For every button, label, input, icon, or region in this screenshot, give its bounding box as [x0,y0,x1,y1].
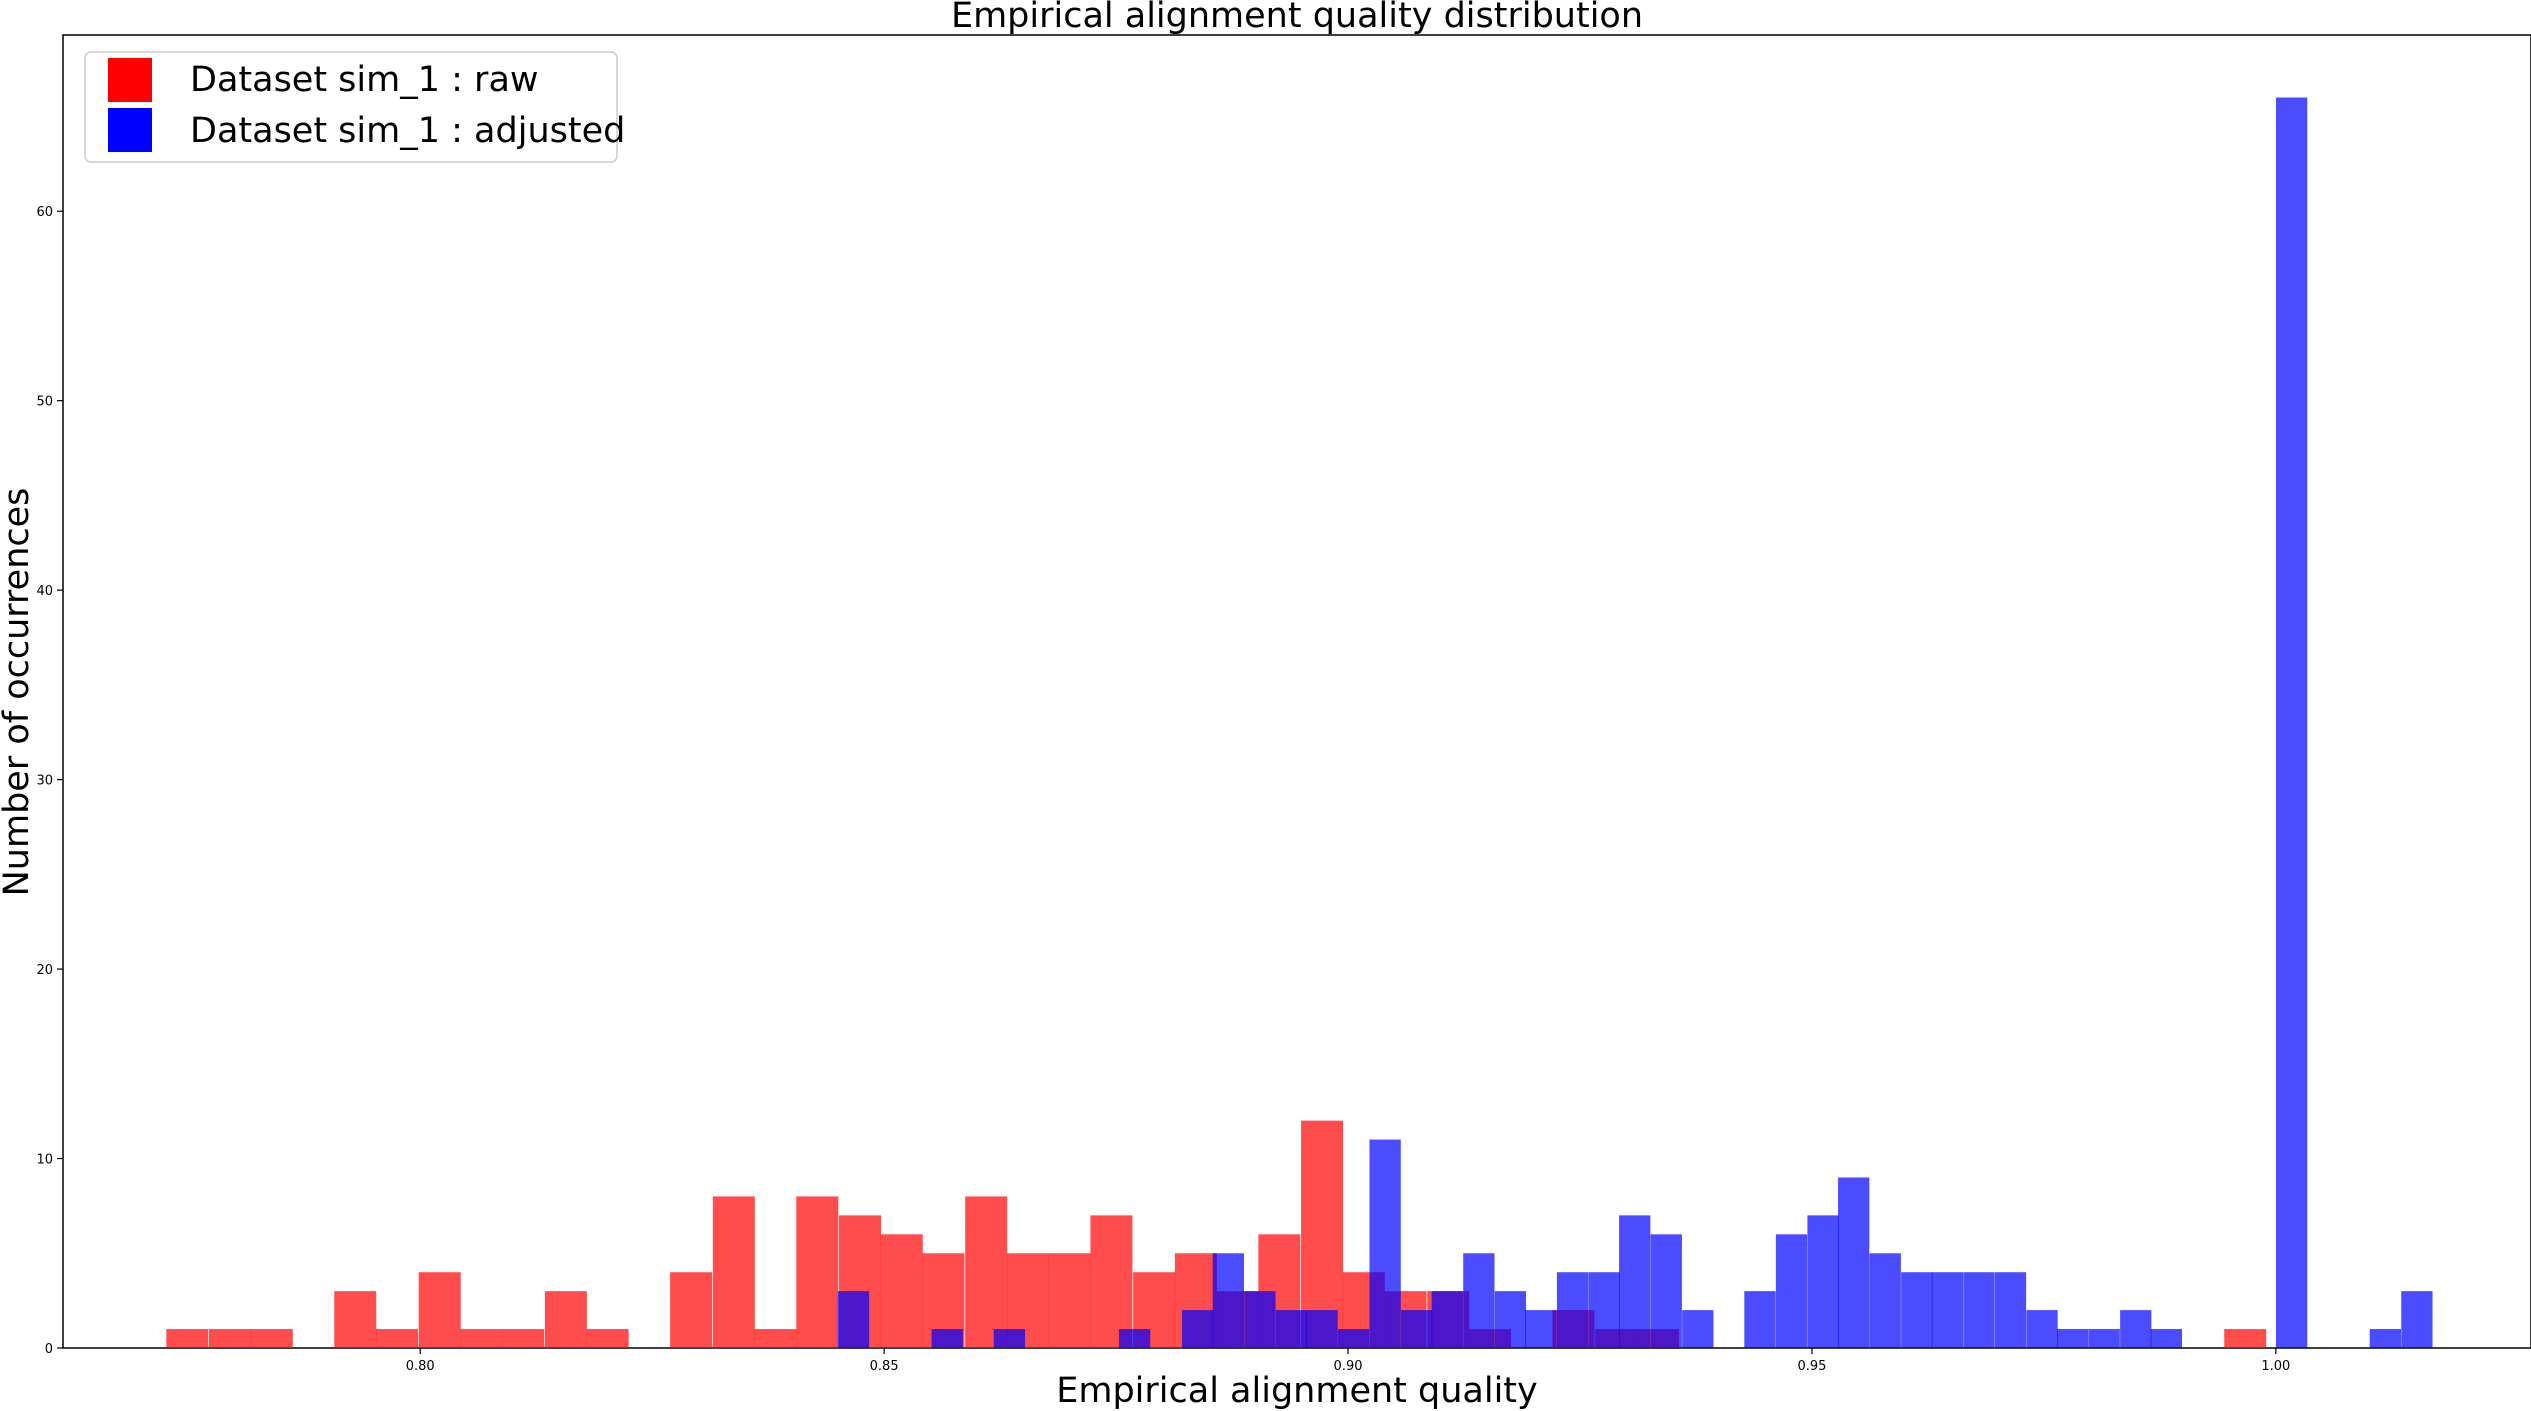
legend-label-raw: Dataset sim_1 : raw [190,60,539,100]
adjusted-bar [1744,1291,1776,1348]
y-tick-label: 60 [36,205,53,220]
x-axis-ticks: 0.80 0.85 0.90 0.95 1.00 [406,1348,2290,1374]
y-tick-label: 0 [45,1342,53,1357]
x-axis-title: Empirical alignment quality [1056,1371,1538,1411]
adjusted-bar [1401,1310,1433,1348]
y-axis-ticks: 0 10 20 30 40 50 60 [36,205,63,1357]
raw-bar [2224,1329,2267,1348]
adjusted-bar [1337,1329,1370,1348]
adjusted-bar [1619,1215,1651,1348]
raw-bar [880,1234,923,1348]
adjusted-bar [1588,1272,1620,1348]
adjusted-bar [1650,1234,1682,1348]
adjusted-bar [1369,1139,1401,1348]
adjusted-bar [1244,1291,1276,1348]
adjusted-bar [1963,1272,1995,1348]
raw-bar [796,1196,839,1348]
raw-bar [1048,1253,1091,1348]
raw-bar [502,1329,545,1348]
adjusted-bar [2369,1329,2401,1348]
raw-bar [460,1329,503,1348]
adjusted-bar [1994,1272,2027,1348]
adjusted-bar [1525,1310,1557,1348]
x-tick-label: 1.00 [2261,1359,2290,1374]
raw-bar [965,1196,1008,1348]
raw-bar [670,1272,713,1348]
adjusted-bar [1212,1253,1244,1348]
y-tick-label: 10 [36,1153,53,1168]
y-tick-label: 40 [36,584,53,599]
adjusted-bar [2088,1329,2120,1348]
adjusted-bar [1931,1272,1964,1348]
raw-bar [418,1272,461,1348]
adjusted-bar [1901,1272,1933,1348]
adjusted-bar [837,1291,870,1348]
adjusted-bar [1869,1253,1901,1348]
raw-bar [166,1329,209,1348]
legend-swatch-adjusted [108,108,152,152]
y-tick-label: 30 [36,774,53,789]
adjusted-bar [1118,1329,1151,1348]
x-tick-label: 0.90 [1334,1359,1363,1374]
adjusted-bar [1807,1215,1839,1348]
adjusted-series-bars [837,97,2433,1348]
adjusted-bar [1182,1310,1214,1348]
adjusted-bar [1838,1177,1870,1348]
adjusted-bar [2120,1310,2152,1348]
x-tick-label: 0.85 [870,1359,899,1374]
raw-bar [376,1329,418,1348]
chart-title: Empirical alignment quality distribution [951,0,1643,36]
adjusted-bar [1556,1272,1589,1348]
y-axis-title: Number of occurrences [0,488,37,897]
plot-frame [62,34,2531,1349]
adjusted-bar [1775,1234,1808,1348]
x-tick-label: 0.80 [406,1359,435,1374]
raw-bar [250,1329,293,1348]
adjusted-bar [1275,1310,1308,1348]
y-tick-label: 20 [36,963,53,978]
adjusted-bar [1494,1291,1527,1348]
adjusted-bar [1682,1310,1714,1348]
raw-bar [586,1329,629,1348]
raw-bar [1301,1120,1344,1348]
raw-bar [334,1291,377,1348]
adjusted-bar [993,1329,1026,1348]
legend-swatch-raw [108,58,152,102]
adjusted-bar [2026,1310,2058,1348]
adjusted-bar [2150,1329,2183,1348]
adjusted-bar [2275,97,2308,1348]
raw-bar [712,1196,755,1348]
raw-bar [1090,1215,1133,1348]
adjusted-bar [2057,1329,2089,1348]
adjusted-bar [1463,1253,1495,1348]
legend-label-adjusted: Dataset sim_1 : adjusted [190,111,625,151]
legend-box [84,51,618,163]
raw-bar [209,1329,251,1348]
raw-bar [754,1329,797,1348]
adjusted-bar [931,1329,963,1348]
x-tick-label: 0.95 [1797,1359,1826,1374]
adjusted-bar [2401,1291,2433,1348]
plot-area: 0.80 0.85 0.90 0.95 1.00 0 10 20 30 40 50 60 [36,34,2531,1374]
legend: Dataset sim_1 : raw Dataset sim_1 : adju… [84,51,625,163]
y-tick-label: 50 [36,395,53,410]
adjusted-bar [1431,1291,1463,1348]
raw-bar [544,1291,587,1348]
adjusted-bar [1306,1310,1338,1348]
